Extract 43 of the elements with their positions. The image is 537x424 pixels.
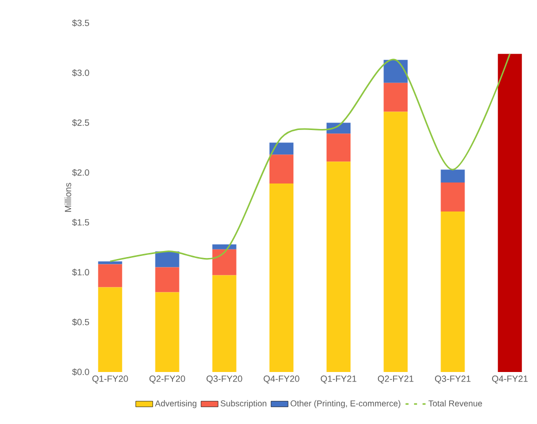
y-tick-label: $2.0 bbox=[72, 168, 90, 176]
legend-label: Other (Printing, E-commerce) bbox=[290, 400, 400, 408]
y-axis-title: Millions bbox=[64, 182, 72, 212]
bar bbox=[212, 249, 236, 276]
bar bbox=[269, 184, 294, 372]
line-series bbox=[109, 53, 511, 262]
bar bbox=[269, 154, 294, 184]
bar bbox=[498, 54, 522, 372]
legend-label: Total Revenue bbox=[428, 400, 482, 406]
x-tick-label: Q4-FY20 bbox=[264, 376, 300, 384]
x-tick-label: Q1-FY20 bbox=[92, 376, 128, 384]
y-tick-label: $3.0 bbox=[72, 69, 90, 76]
legend-label: Subscription bbox=[220, 400, 266, 408]
bar bbox=[326, 134, 351, 162]
x-tick-label: Q3-FY21 bbox=[434, 376, 471, 384]
bar bbox=[155, 267, 180, 292]
bar bbox=[155, 251, 180, 268]
x-tick-label: Q2-FY21 bbox=[378, 376, 414, 384]
bar bbox=[384, 60, 408, 83]
x-tick-label: Q3-FY20 bbox=[206, 376, 242, 384]
legend-label: Advertising bbox=[154, 400, 196, 408]
x-tick-label: Q1-FY21 bbox=[320, 376, 356, 384]
bar bbox=[440, 211, 465, 372]
bar bbox=[155, 292, 180, 372]
y-tick-label: $1.5 bbox=[72, 218, 90, 226]
y-tick-label: $1.0 bbox=[72, 268, 90, 276]
bar bbox=[384, 112, 408, 372]
bar bbox=[384, 82, 408, 112]
bar bbox=[98, 287, 122, 372]
x-tick-label: Q4-FY21 bbox=[492, 376, 528, 384]
bar bbox=[212, 244, 236, 250]
x-tick-label: Q2-FY20 bbox=[149, 376, 186, 384]
bar bbox=[440, 170, 465, 183]
bar bbox=[269, 142, 294, 155]
bar bbox=[440, 182, 465, 212]
y-tick-label: $2.5 bbox=[72, 119, 90, 126]
bar bbox=[212, 275, 236, 372]
bar bbox=[98, 261, 122, 264]
bar bbox=[326, 162, 351, 372]
y-tick-label: $3.5 bbox=[72, 19, 90, 27]
y-tick-label: $0.5 bbox=[72, 318, 90, 326]
y-tick-label: $0.0 bbox=[72, 368, 90, 376]
bar bbox=[98, 264, 122, 288]
